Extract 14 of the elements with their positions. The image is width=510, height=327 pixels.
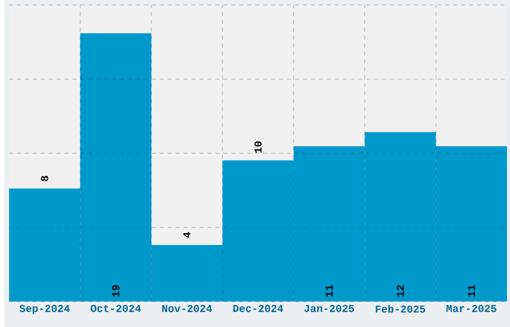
data-label: 11	[326, 284, 333, 296]
x-tick-label: Dec-2024	[233, 304, 284, 312]
data-label: 10	[254, 141, 262, 153]
x-tick-label: Feb-2025	[376, 304, 426, 313]
x-tick-label: Oct-2024	[90, 304, 141, 312]
x-tick-label: Jan-2025	[304, 304, 354, 312]
data-label: 8	[41, 176, 48, 181]
data-label: 19	[112, 285, 120, 296]
x-tick-label: Mar-2025	[446, 304, 496, 312]
data-label: 12	[396, 285, 404, 296]
x-tick-label: Sep-2024	[19, 304, 70, 314]
x-tick-label: Nov-2024	[162, 304, 212, 312]
data-label: 4	[183, 232, 190, 238]
data-label: 11	[468, 284, 475, 296]
